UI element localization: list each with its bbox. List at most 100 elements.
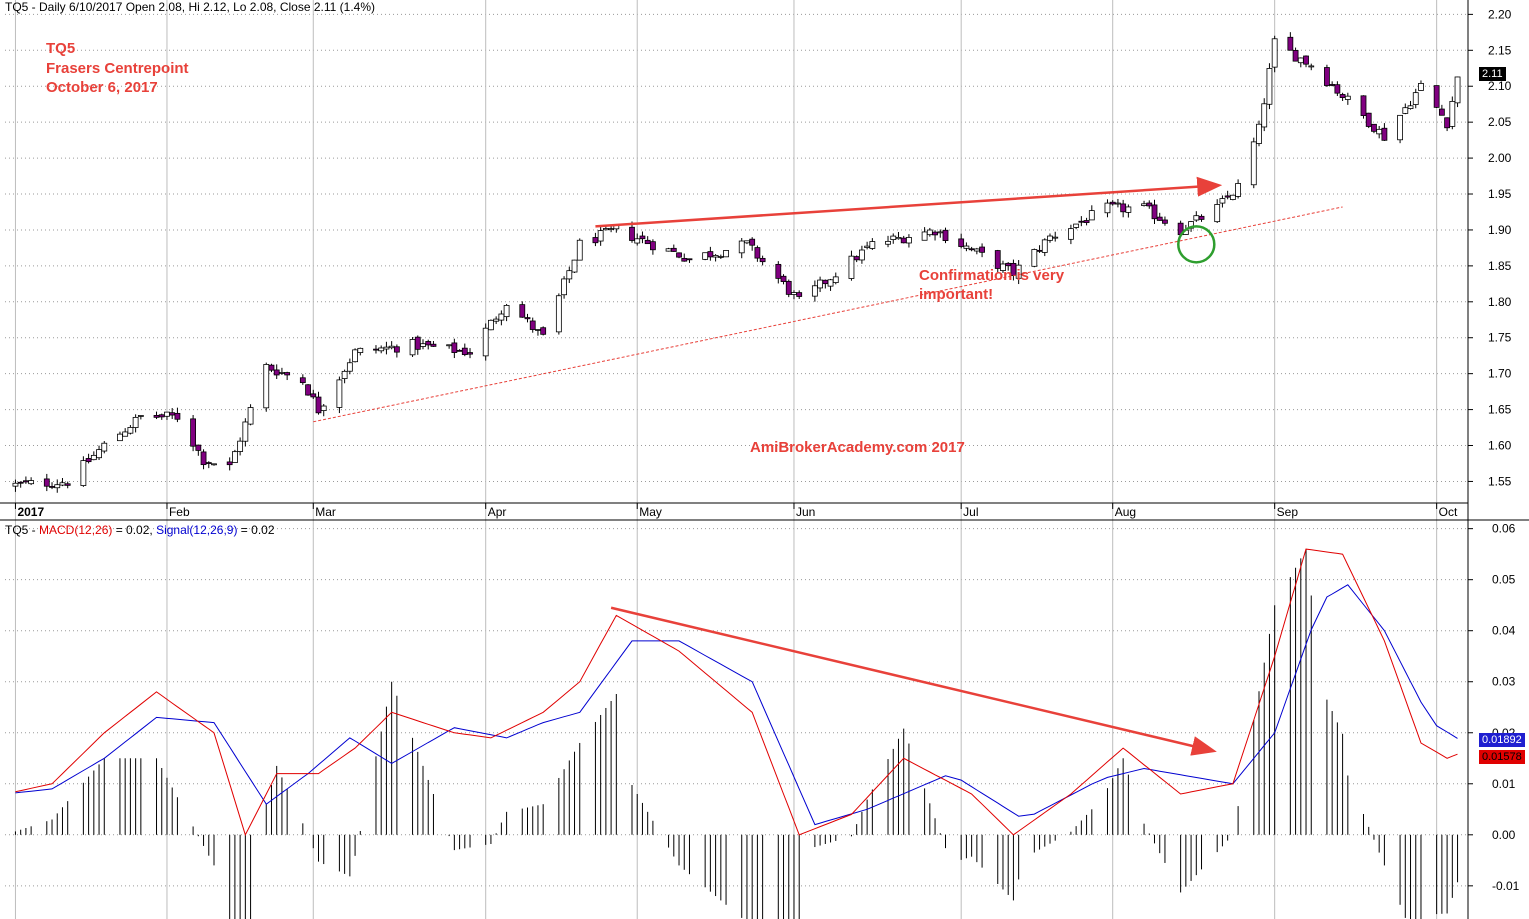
candle-body: [634, 238, 641, 244]
candle-body: [80, 460, 87, 486]
candle-body: [1125, 206, 1132, 213]
macd-y-tick-label: 0.05: [1492, 573, 1516, 587]
candle-body: [1402, 107, 1409, 114]
candle-body: [493, 318, 500, 322]
candle-body: [853, 256, 860, 261]
candle-body: [174, 412, 181, 420]
price-y-tick-label: 1.60: [1488, 439, 1512, 453]
candle-body: [1229, 194, 1236, 200]
candle-body: [1162, 219, 1168, 224]
candle-body: [488, 319, 494, 331]
candle-body: [279, 372, 285, 374]
candle-body: [608, 228, 614, 231]
macd-last-badge: 0.01578: [1479, 750, 1525, 764]
candle-body: [96, 449, 102, 459]
candle-body: [242, 421, 249, 442]
confirmation-note: Confirmation is very: [919, 267, 1065, 284]
resistance-trendline: [595, 176, 1223, 228]
candle-body: [451, 342, 458, 353]
candle-body: [968, 248, 975, 251]
candle-body: [373, 348, 379, 351]
candle-body: [1109, 201, 1116, 205]
candle-body: [90, 454, 97, 461]
candle-body: [832, 276, 839, 283]
candle-body: [759, 257, 766, 263]
candle-body: [1303, 55, 1309, 65]
macd-legend-value: = 0.02,: [112, 523, 157, 537]
price-y-tick-label: 2.00: [1488, 151, 1512, 165]
candle-body: [1287, 36, 1294, 51]
candle-body: [200, 451, 207, 466]
candle-body: [686, 258, 693, 261]
candle-body: [921, 231, 928, 241]
candle-body: [49, 485, 55, 488]
candle-body: [425, 341, 432, 346]
price-y-tick-label: 2.20: [1488, 7, 1512, 21]
candle-body: [937, 231, 944, 234]
candle-body: [1078, 220, 1085, 223]
month-label: Feb: [169, 505, 190, 519]
candle-body: [273, 369, 280, 376]
candle-body: [744, 240, 750, 244]
candle-body: [926, 229, 933, 236]
candle-body: [665, 248, 672, 252]
price-pane-header: TQ5 - Daily 6/10/2017 Open 2.08, Hi 2.12…: [5, 0, 375, 14]
candle-body: [670, 247, 677, 252]
candle-body: [629, 226, 635, 241]
candle-body: [1371, 123, 1377, 132]
candle-body: [341, 370, 348, 379]
candle-body: [456, 349, 463, 352]
candle-body: [1329, 84, 1336, 86]
month-label: Jul: [963, 505, 978, 519]
candle-body: [226, 461, 233, 466]
candle-body: [942, 229, 949, 241]
price-header-text: TQ5 - Daily 6/10/2017 Open 2.08, Hi 2.12…: [5, 0, 375, 14]
candle-body: [1449, 100, 1456, 127]
candle-body: [420, 343, 426, 347]
candle-body: [1219, 198, 1226, 204]
candle-body: [231, 451, 238, 464]
macd-header-prefix: TQ5 -: [5, 523, 40, 537]
candle-body: [503, 305, 510, 318]
month-label: May: [639, 505, 662, 519]
candle-body: [1052, 236, 1059, 239]
candle-body: [932, 231, 938, 236]
candle-body: [524, 317, 531, 320]
month-label: 2017: [17, 505, 44, 519]
candle-body: [1308, 65, 1315, 68]
candle-body: [122, 431, 129, 437]
candle-body: [1214, 204, 1221, 223]
macd-y-tick-label: 0.03: [1492, 675, 1516, 689]
candle-body: [1224, 195, 1231, 198]
candle-body: [890, 235, 897, 240]
candle-body: [540, 327, 547, 335]
candle-body: [12, 482, 19, 487]
candle-body: [973, 248, 980, 252]
candle-body: [1088, 210, 1095, 221]
candle-body: [357, 347, 364, 353]
month-label: Sep: [1277, 505, 1299, 519]
candle-body: [137, 415, 144, 417]
candle-body: [1412, 92, 1419, 105]
confirmation-note-2: important!: [919, 286, 994, 303]
candle-body: [153, 415, 160, 418]
candle-body: [1193, 215, 1200, 221]
price-y-tick-label: 2.10: [1488, 79, 1512, 93]
candle-body: [315, 396, 322, 414]
candle-body: [1083, 220, 1090, 223]
candle-body: [190, 418, 197, 447]
candle-body: [1407, 105, 1414, 109]
candle-body: [64, 483, 71, 486]
candle-body: [498, 313, 505, 321]
candle-body: [28, 480, 35, 485]
candle-body: [1418, 83, 1424, 91]
watermark: AmiBrokerAcademy.com 2017: [750, 439, 965, 456]
macd-divergence-line: [610, 606, 1217, 756]
candle-body: [1376, 128, 1383, 135]
candle-body: [268, 364, 275, 371]
candle-body: [346, 362, 353, 372]
price-y-tick-label: 1.95: [1488, 187, 1512, 201]
signal-last-badge: 0.01892: [1479, 733, 1525, 747]
candle-body: [393, 346, 400, 353]
